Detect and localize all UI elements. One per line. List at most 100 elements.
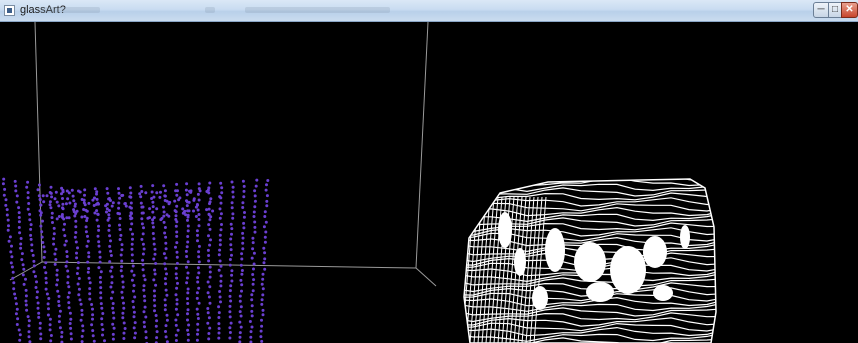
particle-point: [6, 228, 10, 232]
particle-point: [242, 184, 246, 188]
particle-point: [186, 229, 190, 233]
particle-point: [231, 216, 235, 220]
particle-point: [80, 313, 84, 317]
particle-point: [120, 248, 124, 252]
particle-point: [97, 266, 101, 270]
particle-point: [152, 298, 156, 302]
particle-point: [122, 306, 126, 310]
particle-point: [142, 310, 146, 314]
particle-point: [100, 323, 104, 326]
particle-point: [120, 274, 124, 278]
particle-point: [15, 194, 19, 198]
particle-point: [66, 275, 70, 279]
particle-point: [250, 314, 254, 318]
particle-point: [208, 270, 212, 274]
particle-point: [218, 207, 222, 211]
render-viewport[interactable]: [0, 22, 858, 343]
glass-highlight: [643, 236, 667, 268]
particle-point: [197, 224, 201, 228]
particle-point: [32, 270, 36, 274]
particle-point: [207, 254, 211, 257]
particle-point: [185, 255, 189, 258]
particle-point: [80, 215, 84, 219]
particle-point: [263, 240, 267, 244]
particle-point: [38, 326, 42, 330]
particle-point: [240, 289, 243, 293]
particle-point: [85, 216, 89, 220]
particle-point: [197, 260, 201, 264]
particle-point: [175, 182, 179, 186]
particle-point: [195, 229, 199, 233]
particle-point: [250, 293, 254, 297]
close-button[interactable]: ✕: [841, 2, 858, 18]
particle-point: [254, 184, 258, 188]
particle-point: [111, 311, 115, 315]
particle-point: [99, 296, 103, 300]
particle-point: [249, 335, 253, 339]
particle-point: [219, 284, 223, 288]
particle-point: [186, 333, 190, 336]
particle-point: [218, 195, 222, 199]
particle-point: [44, 281, 48, 285]
particle-point: [76, 266, 80, 270]
particle-point: [154, 262, 158, 265]
particle-point: [27, 202, 31, 205]
particle-point: [230, 253, 233, 257]
particle-point: [142, 320, 146, 324]
particle-point: [185, 200, 189, 204]
particle-point: [229, 248, 233, 252]
particle-point: [217, 311, 221, 315]
particle-point: [44, 276, 48, 280]
particle-point: [218, 216, 222, 220]
particle-point: [72, 199, 76, 203]
particle-point: [194, 205, 198, 209]
axis-line: [9, 261, 43, 281]
particle-point: [185, 245, 189, 249]
particle-point: [174, 318, 178, 322]
particle-point: [249, 340, 253, 343]
particle-point: [19, 237, 23, 240]
particle-point: [99, 302, 103, 306]
particle-point: [35, 290, 39, 294]
particle-point: [253, 225, 257, 229]
particle-point: [253, 220, 257, 224]
particle-point: [42, 245, 46, 249]
app-icon[interactable]: [4, 5, 15, 16]
glass-highlight: [653, 285, 673, 301]
particle-point: [68, 311, 72, 315]
particle-point: [141, 211, 145, 215]
particle-point: [123, 202, 127, 206]
particle-point: [99, 280, 102, 284]
particle-point: [185, 265, 188, 269]
particle-point: [65, 250, 69, 254]
particle-point: [207, 207, 211, 211]
particle-point: [195, 307, 199, 311]
glass-highlight: [610, 246, 646, 294]
particle-point: [141, 205, 145, 209]
particle-point: [265, 204, 269, 208]
particle-point: [39, 203, 43, 207]
particle-point: [93, 211, 97, 215]
particle-point: [93, 196, 96, 200]
particle-point: [129, 201, 133, 205]
particle-point: [205, 190, 209, 193]
particle-point: [15, 323, 19, 326]
particle-point: [20, 252, 24, 256]
particle-point: [186, 318, 189, 322]
minimize-button[interactable]: ─: [813, 2, 829, 18]
particle-point: [208, 227, 212, 231]
particle-point: [26, 315, 30, 319]
particle-point: [66, 295, 70, 299]
particle-point: [196, 276, 200, 280]
title-bar[interactable]: glassArt? ─ □ ✕: [0, 0, 858, 22]
contour-line: [464, 337, 716, 343]
particle-point: [139, 201, 143, 205]
particle-point: [165, 199, 169, 203]
particle-point: [206, 248, 210, 252]
particle-point: [241, 241, 245, 245]
particle-point: [174, 293, 178, 297]
particle-point: [67, 191, 71, 195]
glass-highlight: [545, 228, 565, 272]
particle-point: [10, 265, 14, 269]
maximize-button[interactable]: □: [828, 2, 842, 18]
